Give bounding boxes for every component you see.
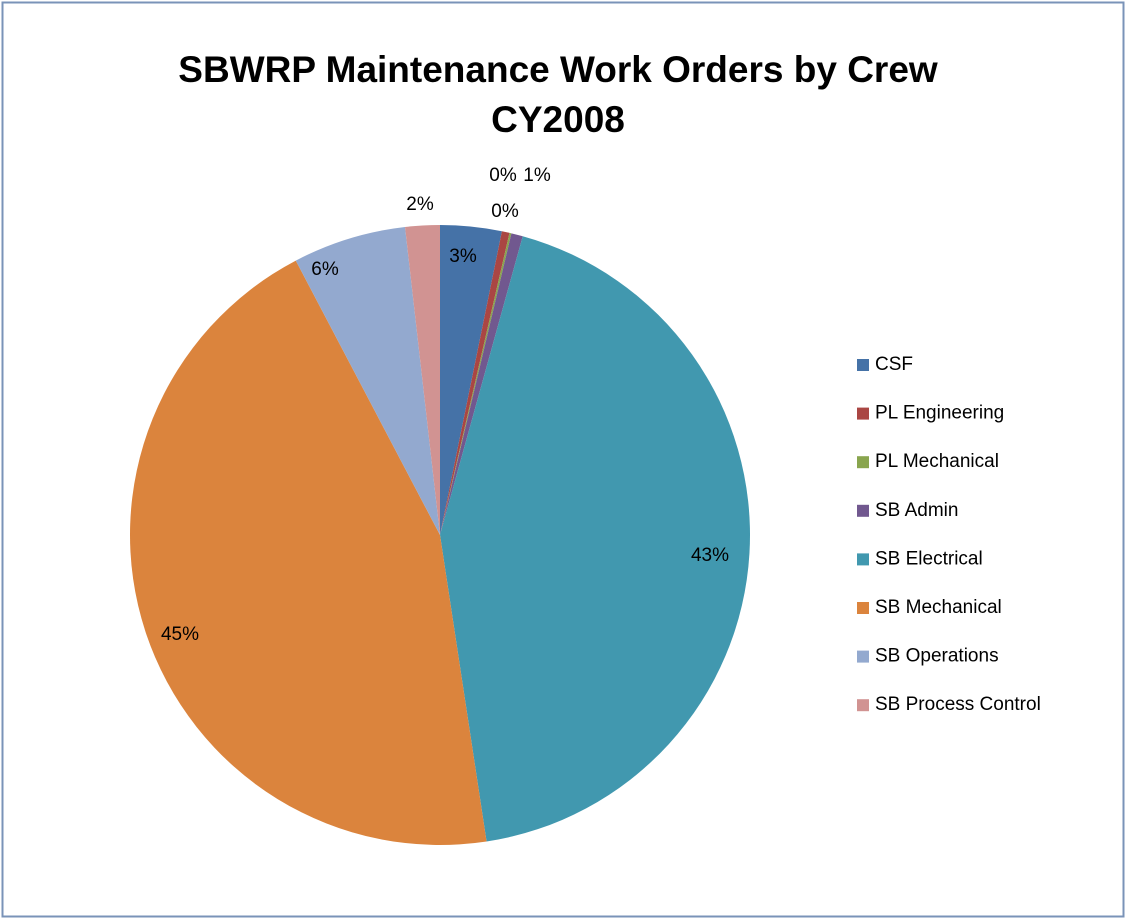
legend-label: SB Mechanical [875, 597, 1002, 618]
data-label: 43% [691, 545, 729, 566]
pie-slice [405, 225, 440, 535]
data-label: 45% [161, 624, 199, 645]
legend-swatch [857, 407, 869, 420]
pie-slice [130, 260, 487, 845]
legend-swatch [857, 359, 869, 371]
legend-label: SB Process Control [875, 694, 1041, 715]
data-label: 3% [449, 246, 477, 267]
legend-swatch [857, 553, 869, 566]
legend-label: SB Electrical [875, 548, 983, 569]
pie-slice [440, 231, 510, 535]
legend-swatch [857, 456, 869, 469]
data-label: 2% [406, 194, 434, 215]
data-label: 6% [311, 259, 339, 280]
legend-swatch [857, 699, 869, 712]
legend-swatch [857, 650, 869, 663]
data-label: 0% [489, 165, 517, 186]
legend-label: PL Mechanical [875, 451, 999, 472]
legend-swatch [857, 602, 869, 614]
legend-label: PL Engineering [875, 403, 1004, 424]
chart-title: SBWRP Maintenance Work Orders by Crew [178, 49, 938, 90]
pie-slice [440, 225, 502, 535]
legend-label: SB Operations [875, 646, 999, 667]
data-label: 1% [523, 165, 551, 186]
chart-title: CY2008 [491, 99, 625, 140]
pie-slice [295, 226, 440, 535]
pie-slice [440, 233, 523, 535]
legend-swatch [857, 504, 869, 517]
legend-label: CSF [875, 354, 913, 375]
data-label: 0% [491, 201, 519, 222]
pie-slice [440, 236, 751, 842]
pie-slice [440, 232, 512, 535]
legend-label: SB Admin [875, 500, 958, 521]
